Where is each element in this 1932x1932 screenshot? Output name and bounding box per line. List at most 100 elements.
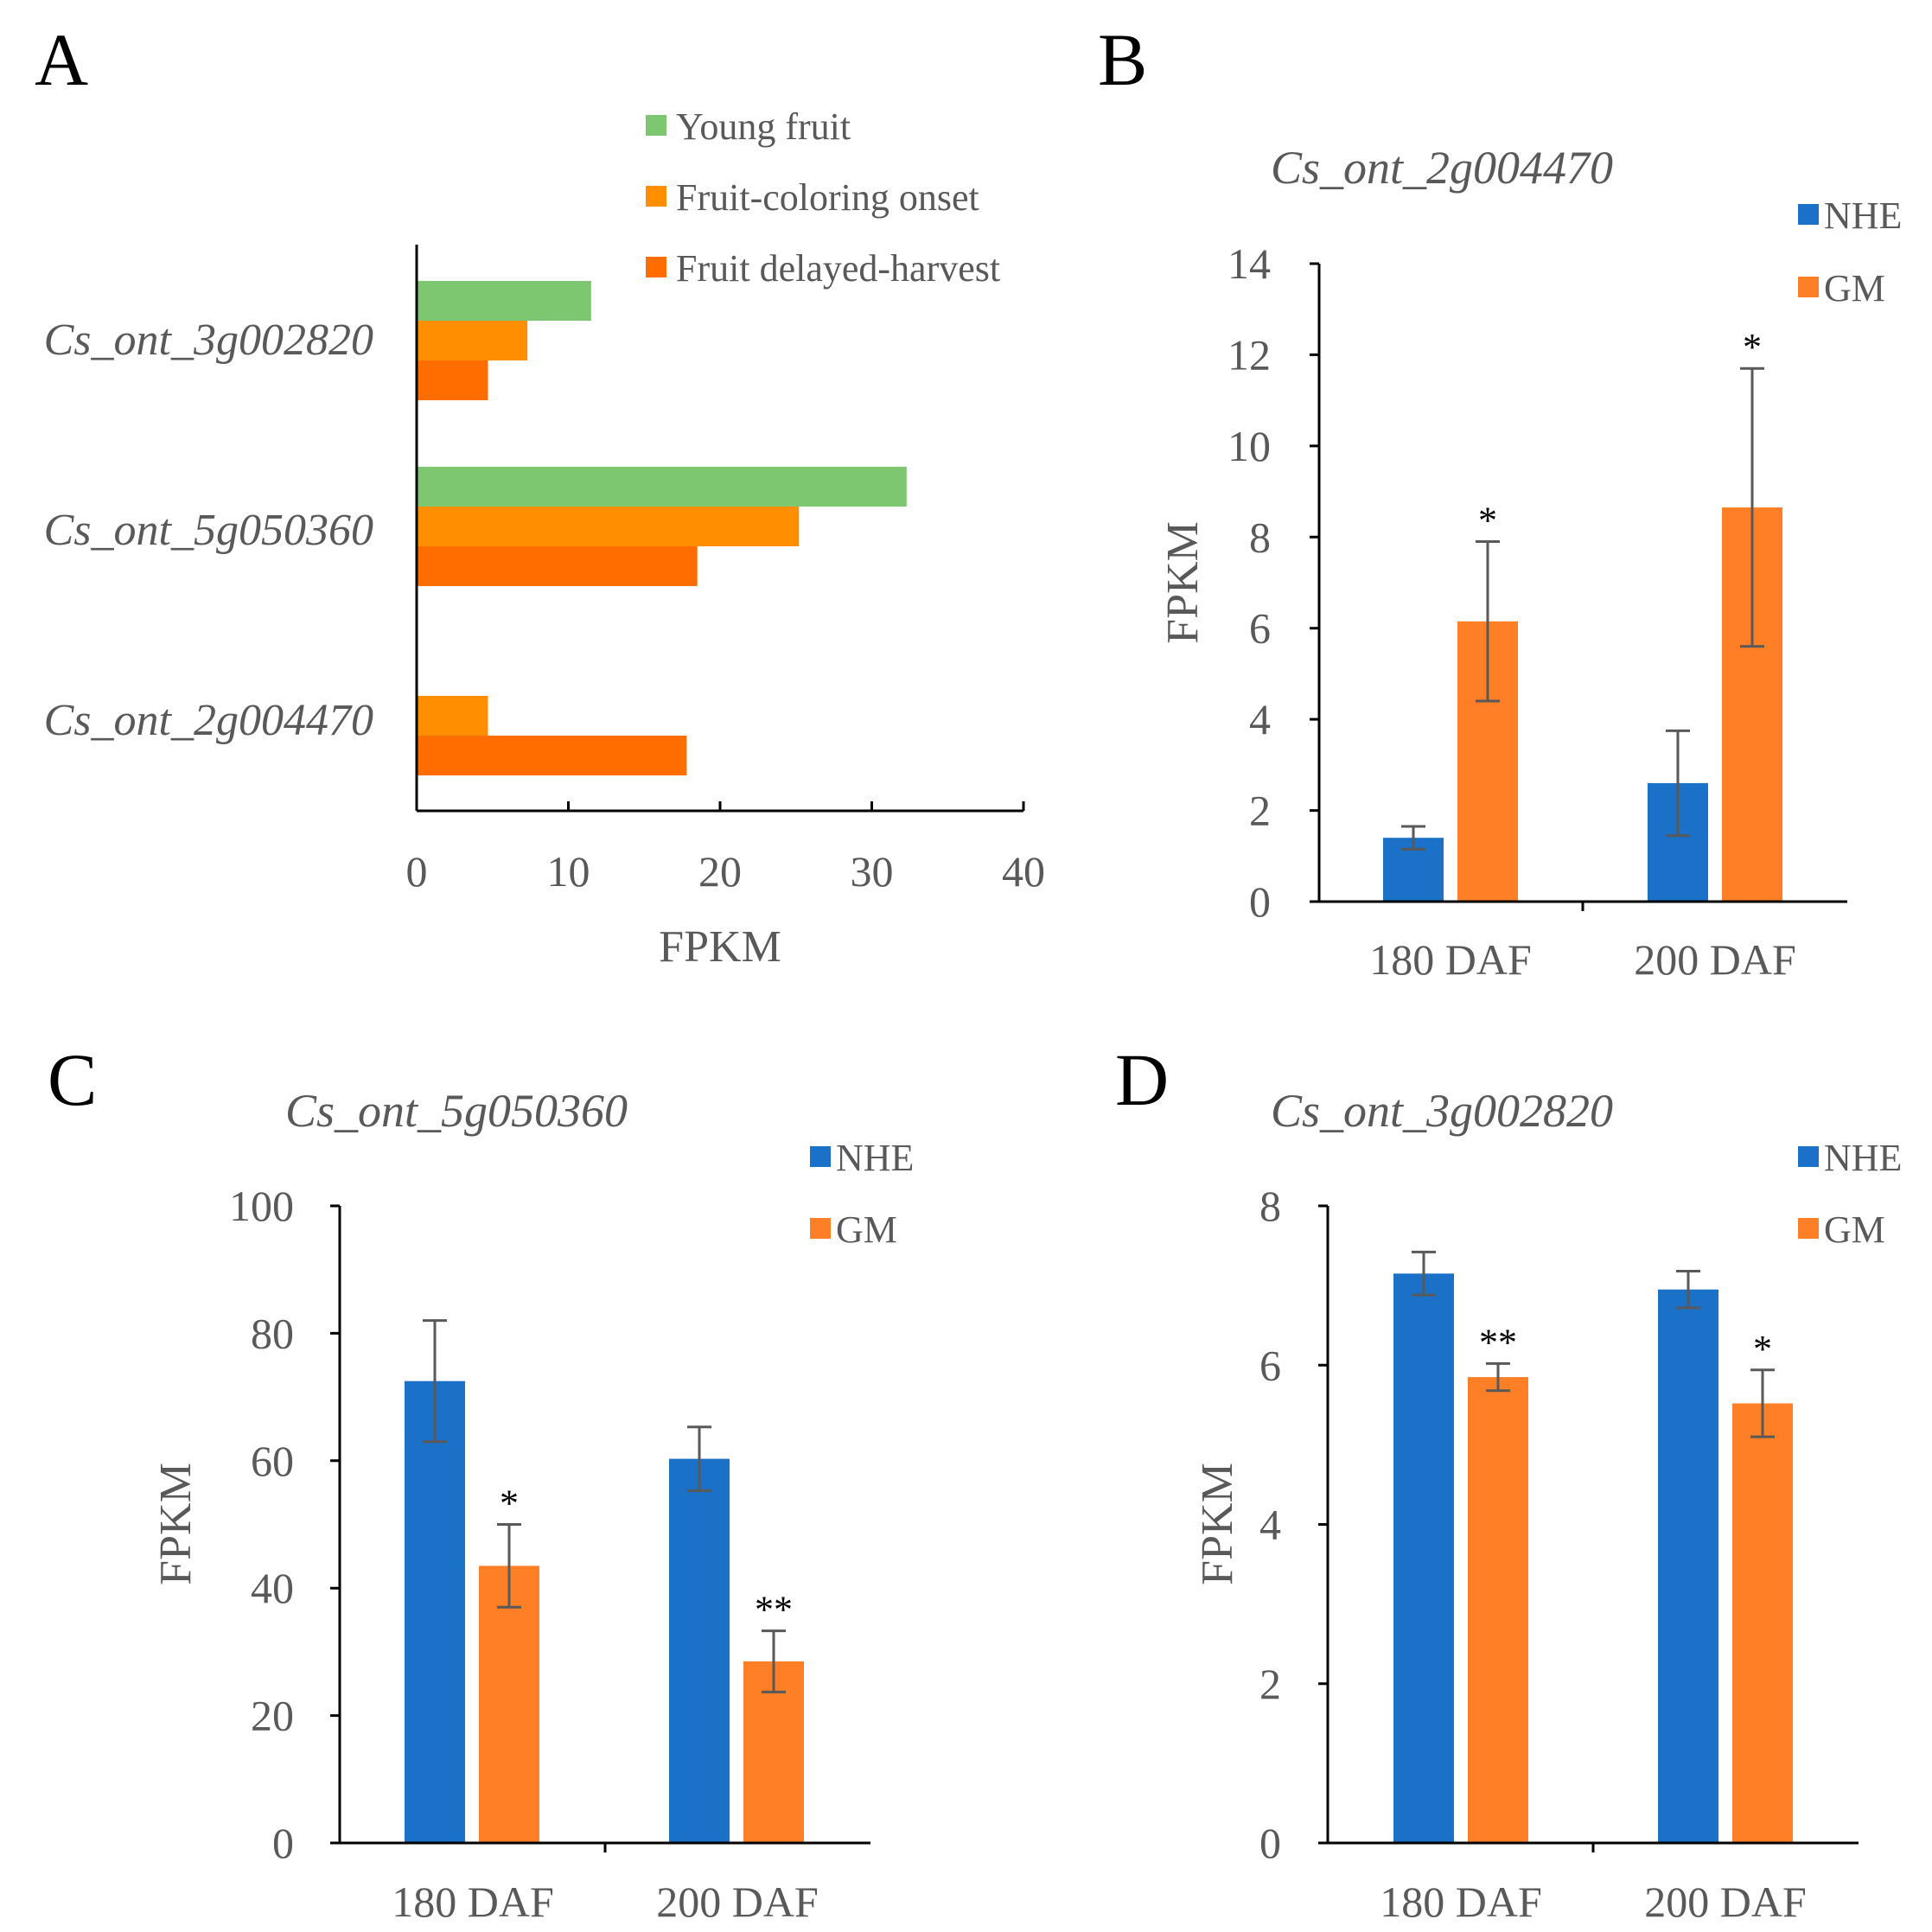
category-label-3g002820: Cs_ont_3g002820 [44, 316, 373, 365]
y-tick-label-c: 0 [272, 1819, 294, 1867]
y-tick-label-c: 20 [251, 1692, 294, 1740]
x-tick-label-180-daf-c: 180 DAF [392, 1878, 554, 1926]
legend-swatch-young-fruit [646, 115, 666, 136]
significance-marker-gm-180-daf: * [1478, 500, 1497, 542]
y-tick-label-b: 8 [1249, 513, 1271, 561]
error-bar-nhe-200-daf [1676, 1270, 1700, 1310]
y-tick-label-b: 14 [1227, 239, 1271, 288]
y-tick-label-c: 40 [251, 1564, 294, 1612]
legend-label-delayed-harvest: Fruit delayed-harvest [676, 247, 1000, 290]
x-tick-label-a: 20 [698, 847, 742, 896]
x-tick-label-180-daf-d: 180 DAF [1380, 1878, 1542, 1926]
significance-marker-gm-180-daf: * [500, 1482, 519, 1525]
bar-young-fruit-5g050360 [417, 467, 907, 507]
error-bar-gm-200-daf [1740, 367, 1764, 648]
panel-label-d: D [1115, 1038, 1169, 1121]
x-tick-label-a: 0 [406, 847, 428, 896]
error-bars-d [1412, 1250, 1775, 1438]
bars-d [1393, 1273, 1793, 1843]
panel-label-b: B [1098, 18, 1147, 101]
chart-title-b: Cs_ont_2g004470 [1271, 142, 1613, 194]
error-bar-nhe-180-daf [423, 1319, 447, 1444]
legend-label-gm-c: GM [836, 1208, 897, 1251]
y-tick-label-c: 100 [229, 1182, 294, 1230]
error-bar-nhe-180-daf [1412, 1250, 1436, 1297]
bars-a [417, 281, 907, 775]
error-bar-nhe-200-daf [687, 1425, 711, 1492]
bar-young-fruit-3g002820 [417, 281, 591, 321]
y-axis-title-c: FPKM [151, 1463, 201, 1585]
y-tick-label-c: 80 [251, 1309, 294, 1357]
y-tick-marks-b [1310, 262, 1319, 903]
bar-gm-200-daf [1732, 1403, 1793, 1843]
bar-coloring-onset-5g050360 [417, 507, 800, 546]
error-bar-nhe-180-daf [1401, 825, 1425, 851]
legend-d: NHE GM [1798, 1137, 1902, 1251]
bar-nhe-200-daf [669, 1458, 730, 1843]
y-tick-marks-d [1318, 1204, 1328, 1845]
legend-swatch-nhe-b [1798, 204, 1819, 225]
y-tick-label-d: 8 [1259, 1182, 1281, 1230]
legend-label-nhe-d: NHE [1824, 1137, 1902, 1179]
panel-label-c: C [48, 1038, 97, 1121]
significance-marker-gm-180-daf: ** [1479, 1321, 1517, 1363]
significance-marker-gm-200-daf: * [1743, 326, 1762, 368]
legend-swatch-delayed-harvest [646, 257, 666, 277]
x-tick-label-a: 30 [851, 847, 894, 896]
error-bar-gm-200-daf [1750, 1368, 1775, 1438]
legend-swatch-nhe-d [1798, 1146, 1819, 1167]
x-tick-label-180-daf-b: 180 DAF [1369, 935, 1532, 984]
legend-label-coloring-onset: Fruit-coloring onset [676, 176, 979, 219]
error-bars-b [1401, 367, 1764, 851]
y-tick-label-b: 4 [1249, 695, 1271, 743]
panel-a: A Young fruit Fruit-coloring onset Fruit… [35, 18, 1045, 972]
significance-c: * ** [500, 1482, 793, 1631]
y-tick-label-d: 0 [1259, 1819, 1281, 1867]
legend-swatch-nhe-c [810, 1146, 831, 1167]
x-tick-label-200-daf-d: 200 DAF [1644, 1878, 1807, 1926]
x-tick-label-a: 40 [1002, 847, 1045, 896]
bar-gm-180-daf [479, 1565, 539, 1843]
legend-label-nhe-c: NHE [836, 1137, 914, 1179]
legend-label-young-fruit: Young fruit [676, 105, 851, 148]
error-bar-gm-180-daf [1486, 1361, 1510, 1393]
y-tick-label-b: 6 [1249, 604, 1271, 653]
legend-label-nhe-b: NHE [1824, 194, 1902, 237]
y-axis-title-d: FPKM [1193, 1463, 1242, 1585]
error-bar-gm-200-daf [762, 1629, 786, 1693]
error-bar-nhe-200-daf [1666, 729, 1690, 838]
bar-nhe-180-daf [405, 1380, 465, 1843]
y-tick-label-d: 4 [1259, 1501, 1281, 1549]
legend-b: NHE GM [1798, 194, 1902, 309]
y-tick-label-d: 2 [1259, 1660, 1281, 1708]
significance-marker-gm-200-daf: * [1753, 1328, 1772, 1370]
legend-swatch-gm-c [810, 1218, 831, 1239]
category-label-5g050360: Cs_ont_5g050360 [44, 506, 373, 555]
y-tick-label-d: 6 [1259, 1341, 1281, 1389]
y-tick-marks-c [330, 1204, 340, 1845]
panel-label-a: A [35, 18, 88, 101]
bar-delayed-harvest-3g002820 [417, 360, 488, 400]
x-tick-label-200-daf-b: 200 DAF [1634, 935, 1796, 984]
significance-b: * * [1478, 326, 1762, 541]
legend-swatch-gm-d [1798, 1218, 1819, 1239]
y-tick-label-b: 10 [1227, 422, 1271, 470]
legend-label-gm-b: GM [1824, 267, 1885, 309]
panel-b: B Cs_ont_2g004470 NHE GM * * 0 [1098, 18, 1902, 984]
legend-a: Young fruit Fruit-coloring onset Fruit d… [646, 105, 1000, 290]
chart-title-d: Cs_ont_3g002820 [1271, 1085, 1613, 1137]
x-axis-title-a: FPKM [659, 922, 781, 972]
bar-nhe-180-daf [1393, 1273, 1454, 1843]
legend-c: NHE GM [810, 1137, 914, 1251]
bar-coloring-onset-2g004470 [417, 696, 488, 736]
significance-marker-gm-200-daf: ** [755, 1589, 793, 1631]
bar-coloring-onset-3g002820 [417, 321, 528, 360]
error-bars-c [423, 1319, 786, 1693]
bar-delayed-harvest-5g050360 [417, 546, 698, 586]
legend-swatch-coloring-onset [646, 186, 666, 207]
legend-label-gm-d: GM [1824, 1208, 1885, 1251]
y-axis-title-b: FPKM [1158, 521, 1208, 644]
error-bar-gm-180-daf [497, 1523, 521, 1609]
y-tick-label-c: 60 [251, 1437, 294, 1485]
